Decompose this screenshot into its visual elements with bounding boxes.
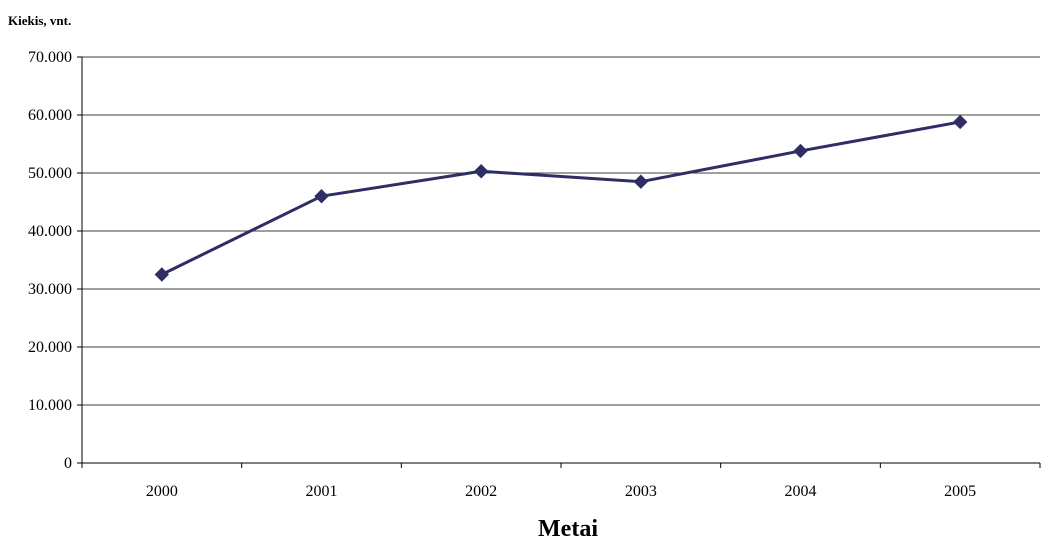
gridlines (82, 56, 1040, 406)
y-tick-label: 10.000 (28, 397, 72, 414)
y-tick-label: 20.000 (28, 339, 72, 356)
data-point-marker (793, 143, 808, 159)
data-point-marker (952, 114, 968, 130)
y-tick-label: 30.000 (28, 281, 72, 298)
series-line-path (161, 120, 961, 276)
y-tick-label: 60.000 (28, 107, 72, 124)
series-line (161, 120, 961, 276)
x-tick-labels: 2000 2001 2002 2003 2004 2005 (146, 483, 976, 500)
y-axis-title: Kiekis, vnt. (8, 13, 71, 28)
axes (77, 56, 1041, 468)
x-tick-label: 2004 (785, 483, 817, 500)
y-tick-label: 70.000 (28, 49, 72, 66)
data-point-marker (154, 267, 170, 282)
data-markers (154, 114, 968, 282)
x-tick-label: 2001 (306, 483, 338, 500)
y-tick-labels: 0 10.000 20.000 30.000 40.000 50.000 60.000 70.… (28, 49, 72, 472)
y-tick-label: 50.000 (28, 165, 72, 182)
x-tick-label: 2000 (146, 483, 178, 500)
data-point-marker (633, 174, 649, 189)
data-point-marker (473, 164, 489, 179)
data-point-marker (314, 188, 329, 204)
x-tick-label: 2002 (465, 483, 497, 500)
x-tick-label: 2005 (944, 483, 976, 500)
x-axis-title: Metai (538, 516, 598, 542)
x-tick-label: 2003 (625, 483, 657, 500)
y-tick-label: 40.000 (28, 223, 72, 240)
y-tick-label: 0 (64, 455, 72, 472)
